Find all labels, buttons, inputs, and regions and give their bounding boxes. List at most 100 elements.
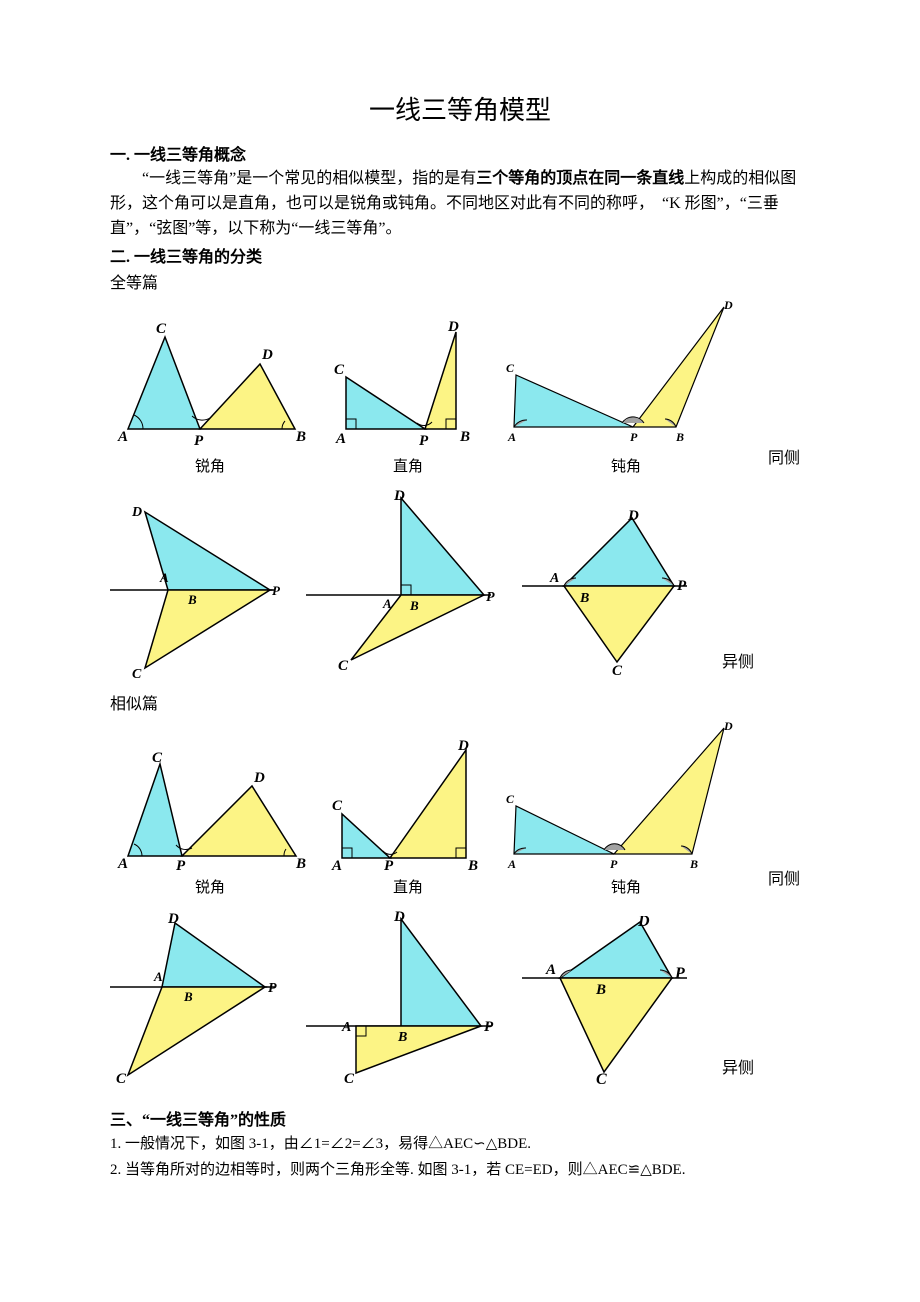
triangle-diagram-icon: A B P D C <box>306 490 496 680</box>
svg-text:A: A <box>549 571 559 586</box>
property-2: 2. 当等角所对的边相等时，则两个三角形全等. 如图 3-1，若 CE=ED，则… <box>110 1158 810 1184</box>
svg-text:D: D <box>393 911 405 925</box>
fig-congruent-obtuse: A P B C D 钝角 <box>506 299 746 476</box>
svg-text:D: D <box>723 720 733 733</box>
svg-text:B: B <box>595 982 606 998</box>
triangle-diagram-icon: A B P D C <box>110 911 280 1086</box>
svg-text:B: B <box>397 1030 407 1045</box>
svg-text:C: C <box>152 750 163 766</box>
svg-text:P: P <box>484 1019 494 1035</box>
svg-text:B: B <box>187 592 197 607</box>
similar-opposite-row: A B P D C A B P D C <box>110 911 810 1086</box>
svg-text:P: P <box>610 857 618 870</box>
svg-text:D: D <box>261 347 273 363</box>
svg-text:C: C <box>334 362 345 378</box>
svg-text:C: C <box>612 663 623 679</box>
opp-side-label-2: 异侧 <box>722 1054 754 1078</box>
triangle-diagram-icon: A P B C D <box>110 319 310 449</box>
svg-text:P: P <box>677 578 687 594</box>
triangle-diagram-icon: A P B C D <box>328 319 488 449</box>
svg-text:C: C <box>338 658 349 674</box>
svg-text:B: B <box>295 856 306 870</box>
svg-text:B: B <box>183 989 193 1004</box>
svg-text:A: A <box>117 429 128 445</box>
fig-congruent-right: A P B C D 直角 <box>328 319 488 476</box>
svg-text:A: A <box>545 962 556 978</box>
property-1: 1. 一般情况下，如图 3-1，由∠1=∠2=∠3，易得△AEC∽△BDE. <box>110 1132 810 1158</box>
svg-text:P: P <box>176 858 186 870</box>
svg-text:A: A <box>507 430 516 444</box>
caption-obtuse: 钝角 <box>611 455 641 476</box>
svg-text:D: D <box>627 510 639 524</box>
svg-text:B: B <box>295 429 306 445</box>
fig-similar-right-opp: A B P D C <box>306 911 496 1086</box>
congruent-label: 全等篇 <box>110 269 810 293</box>
svg-text:A: A <box>382 596 392 611</box>
section2-heading: 二. 一线三等角的分类 <box>110 243 810 267</box>
section1-text-a: “一线三等角”是一个常见的相似模型，指的是有 <box>110 170 476 187</box>
triangle-diagram-icon: A P B C D <box>110 750 310 870</box>
svg-text:C: C <box>156 321 167 337</box>
svg-text:D: D <box>637 916 650 930</box>
section1-heading: 一. 一线三等角概念 <box>110 141 810 165</box>
svg-text:P: P <box>674 965 685 982</box>
svg-text:A: A <box>341 1020 351 1035</box>
svg-text:D: D <box>253 770 265 786</box>
congruent-same-row: A P B C D 锐角 A P B C D 直角 <box>110 299 810 476</box>
triangle-diagram-icon: A P B C D <box>328 740 488 870</box>
triangle-diagram-icon: A B P D C <box>110 500 280 680</box>
congruent-opposite-row: A B P D C A B P D C <box>110 490 810 680</box>
triangle-diagram-icon: A P B C D <box>506 720 746 870</box>
svg-text:P: P <box>384 858 394 870</box>
page-title: 一线三等角模型 <box>110 90 810 127</box>
svg-text:C: C <box>332 798 343 814</box>
fig-congruent-obtuse-opp: A B P D C <box>522 510 692 680</box>
same-side-label: 同侧 <box>768 444 800 468</box>
opp-side-label: 异侧 <box>722 648 754 672</box>
svg-text:C: C <box>596 1071 607 1086</box>
svg-text:P: P <box>486 590 495 605</box>
svg-text:B: B <box>409 598 419 613</box>
fig-congruent-right-opp: A B P D C <box>306 490 496 680</box>
svg-text:D: D <box>131 505 142 520</box>
fig-similar-acute: A P B C D 锐角 <box>110 750 310 897</box>
svg-text:P: P <box>268 981 277 996</box>
svg-text:P: P <box>194 433 204 449</box>
svg-text:A: A <box>335 431 346 447</box>
same-side-label-2: 同侧 <box>768 865 800 889</box>
svg-text:D: D <box>723 299 733 312</box>
svg-text:A: A <box>117 856 128 870</box>
triangle-diagram-icon: A B P D C <box>522 510 692 680</box>
caption-acute-2: 锐角 <box>195 876 225 897</box>
svg-text:C: C <box>116 1071 127 1086</box>
svg-text:P: P <box>630 430 638 444</box>
triangle-diagram-icon: A P B C D <box>506 299 746 449</box>
svg-text:A: A <box>159 570 169 585</box>
similar-label: 相似篇 <box>110 690 810 714</box>
similar-same-row: A P B C D 锐角 A P B C D 直角 <box>110 720 810 897</box>
svg-text:P: P <box>272 583 280 598</box>
fig-congruent-acute-opp: A B P D C <box>110 500 280 680</box>
svg-text:B: B <box>675 430 684 444</box>
section1-text-b: 三个等角的顶点在同一条直线 <box>476 170 684 187</box>
caption-right-2: 直角 <box>393 876 423 897</box>
caption-obtuse-2: 钝角 <box>611 876 641 897</box>
section3-heading: 三、“一线三等角”的性质 <box>110 1106 810 1130</box>
svg-text:B: B <box>689 857 698 870</box>
svg-text:C: C <box>506 792 515 806</box>
fig-congruent-acute: A P B C D 锐角 <box>110 319 310 476</box>
svg-text:D: D <box>393 490 405 504</box>
svg-text:D: D <box>457 740 469 754</box>
svg-text:C: C <box>344 1071 355 1086</box>
svg-text:P: P <box>419 433 429 449</box>
svg-text:B: B <box>459 429 470 445</box>
svg-text:B: B <box>579 591 589 606</box>
caption-acute: 锐角 <box>195 455 225 476</box>
fig-similar-obtuse: A P B C D 钝角 <box>506 720 746 897</box>
svg-text:D: D <box>167 911 179 927</box>
triangle-diagram-icon: A B P D C <box>306 911 496 1086</box>
svg-text:A: A <box>507 857 516 870</box>
svg-text:A: A <box>331 858 342 870</box>
fig-similar-acute-opp: A B P D C <box>110 911 280 1086</box>
fig-similar-obtuse-opp: A B P D C <box>522 916 692 1086</box>
